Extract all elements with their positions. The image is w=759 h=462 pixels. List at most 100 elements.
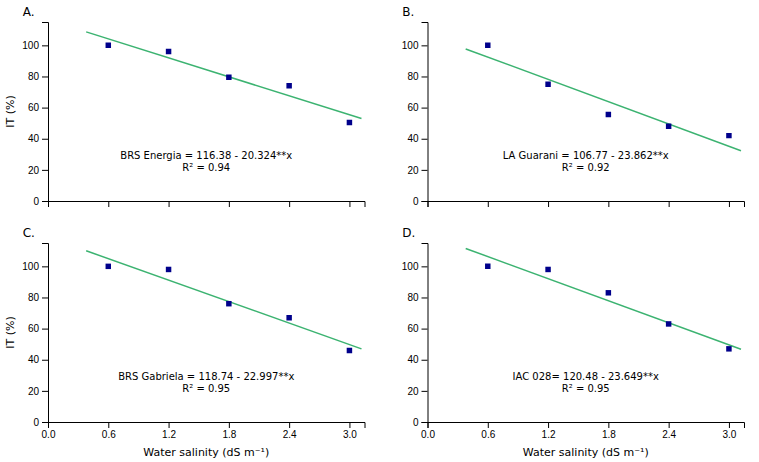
y-tick-mark — [42, 201, 48, 202]
y-tick: 20 — [407, 165, 427, 176]
regression-line — [466, 248, 741, 349]
y-tick-mark — [422, 360, 428, 361]
y-tick-label: 60 — [407, 323, 419, 334]
y-tick-label: 80 — [28, 71, 40, 82]
data-point — [286, 83, 291, 88]
y-tick: 100 — [22, 40, 48, 51]
x-tick-label: 2.4 — [662, 429, 676, 440]
x-tick-mark — [608, 422, 609, 428]
annotation-line: R² = 0.95 — [562, 383, 610, 394]
y-tick-mark — [42, 297, 48, 298]
x-tick: 3.0 — [343, 422, 357, 440]
data-point — [485, 43, 490, 48]
x-tick — [669, 201, 670, 207]
y-tick-label: 40 — [28, 133, 40, 144]
x-tick-mark — [169, 422, 170, 428]
x-tick — [608, 201, 609, 207]
y-tick-label: 100 — [402, 261, 419, 272]
regression-line — [86, 251, 361, 349]
x-tick-mark — [729, 422, 730, 428]
y-tick-label: 20 — [407, 386, 419, 397]
x-tick-label: 2.4 — [283, 429, 297, 440]
y-tick: 80 — [407, 71, 427, 82]
plot-area — [466, 248, 741, 351]
y-axis-line — [422, 23, 429, 202]
x-axis-line — [49, 202, 366, 208]
y-tick-label: 80 — [407, 71, 419, 82]
y-tick-mark — [422, 45, 428, 46]
y-tick-mark — [42, 170, 48, 171]
panel-label: C. — [23, 226, 35, 240]
x-tick: 1.2 — [542, 422, 556, 440]
y-axis-title: IT (%) — [4, 316, 17, 349]
x-tick: 2.4 — [283, 422, 297, 440]
panel: 0.00.61.21.82.43.0020406080100D.IAC 028=… — [402, 226, 745, 459]
data-point — [545, 82, 550, 87]
panel-label: B. — [402, 5, 414, 19]
x-tick-mark — [289, 201, 290, 207]
y-tick-mark — [42, 329, 48, 330]
x-tick-mark — [349, 422, 350, 428]
y-tick-label: 80 — [407, 292, 419, 303]
x-axis: 0.0 0.6 1.2 1.8 2.4 3.0 — [42, 422, 365, 440]
x-tick — [108, 201, 109, 207]
data-point — [485, 264, 490, 269]
y-tick-label: 80 — [28, 292, 40, 303]
x-tick-label: 0.0 — [42, 429, 56, 440]
data-point — [545, 267, 550, 272]
x-tick-mark — [488, 201, 489, 207]
x-tick-label: 0.6 — [481, 429, 495, 440]
y-tick-mark — [42, 266, 48, 267]
data-point — [726, 346, 731, 351]
y-tick-mark — [422, 422, 428, 423]
y-tick-mark — [422, 170, 428, 171]
x-tick-label: 0.0 — [421, 429, 435, 440]
x-tick-mark — [229, 422, 230, 428]
annotation: BRS Energia = 116.38 - 20.324**xR² = 0.9… — [120, 150, 292, 173]
panel: 020406080100A.BRS Energia = 116.38 - 20.… — [4, 5, 365, 207]
x-axis-title: Water salinity (dS m⁻¹) — [523, 446, 649, 459]
y-tick-mark — [422, 329, 428, 330]
y-tick-mark — [42, 360, 48, 361]
x-tick-label: 1.8 — [222, 429, 236, 440]
y-tick-label: 20 — [407, 165, 419, 176]
y-tick-label: 60 — [28, 102, 40, 113]
y-tick: 100 — [22, 261, 48, 272]
x-tick-mark — [669, 422, 670, 428]
x-tick-mark — [488, 422, 489, 428]
y-tick-mark — [42, 45, 48, 46]
y-tick-mark — [422, 201, 428, 202]
y-tick: 20 — [407, 386, 427, 397]
x-tick-mark — [608, 201, 609, 207]
x-tick-mark — [729, 201, 730, 207]
y-tick: 0 — [413, 196, 428, 207]
x-tick: 2.4 — [662, 422, 676, 440]
x-axis-title: Water salinity (dS m⁻¹) — [143, 446, 269, 459]
y-tick-label: 20 — [28, 386, 40, 397]
x-axis-line — [49, 423, 366, 429]
x-tick — [169, 201, 170, 207]
data-point — [166, 267, 171, 272]
y-tick-mark — [422, 139, 428, 140]
y-tick: 60 — [28, 323, 48, 334]
regression-line — [466, 49, 741, 151]
y-tick: 60 — [407, 102, 427, 113]
x-tick-label: 0.6 — [102, 429, 116, 440]
annotation-line: BRS Gabriela = 118.74 - 22.997**x — [118, 371, 294, 382]
y-tick-label: 40 — [407, 354, 419, 365]
y-tick: 100 — [402, 40, 428, 51]
y-tick-label: 100 — [402, 40, 419, 51]
y-tick: 100 — [402, 261, 428, 272]
y-tick: 40 — [28, 354, 48, 365]
data-point — [606, 290, 611, 295]
x-tick — [729, 201, 730, 207]
annotation-line: LA Guarani = 106.77 - 23.862**x — [503, 150, 669, 161]
x-tick: 1.8 — [222, 422, 236, 440]
y-tick-mark — [422, 391, 428, 392]
x-tick-mark — [108, 422, 109, 428]
x-tick: 3.0 — [722, 422, 736, 440]
x-tick: 0.0 — [42, 422, 56, 440]
y-tick-label: 0 — [413, 417, 419, 428]
x-tick-label: 1.2 — [162, 429, 176, 440]
y-tick-mark — [42, 139, 48, 140]
